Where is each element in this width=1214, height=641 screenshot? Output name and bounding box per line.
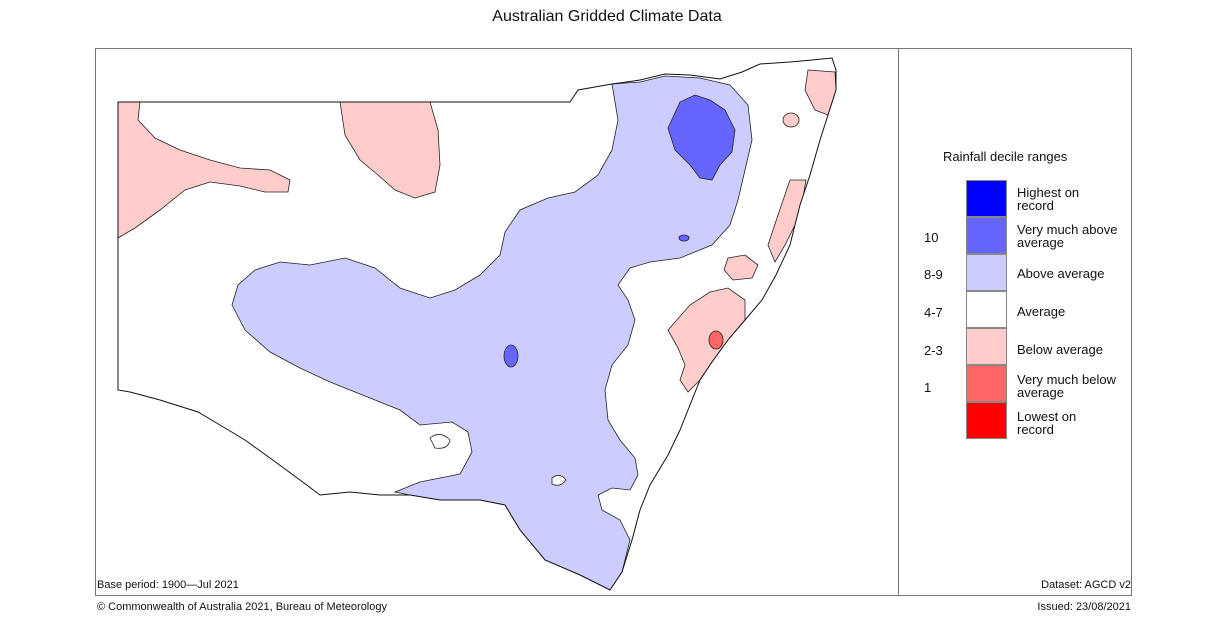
below-average-area	[339, 101, 441, 199]
nsw-border	[117, 57, 837, 591]
legend-label: Highest on record	[1017, 185, 1080, 213]
legend-swatch	[966, 291, 1007, 328]
legend-divider	[898, 48, 899, 596]
legend-swatch	[966, 365, 1007, 402]
very-much-above-average-area	[667, 94, 736, 181]
map-frame	[95, 48, 1132, 596]
rainfall-map	[117, 57, 837, 591]
average-patch	[551, 475, 567, 486]
very-much-above-average-area	[503, 344, 519, 368]
legend-range: 10	[924, 230, 939, 245]
map-title: Australian Gridded Climate Data	[492, 8, 722, 25]
legend-swatch	[966, 180, 1007, 217]
copyright: © Commonwealth of Australia 2021, Bureau…	[97, 601, 387, 613]
base-period: Base period: 1900—Jul 2021	[97, 579, 239, 591]
legend-swatch	[966, 254, 1007, 291]
legend-range: 2-3	[924, 343, 943, 358]
very-much-above-average-area	[678, 234, 690, 242]
legend-label: Very much above average	[1017, 222, 1118, 250]
legend-range: 1	[924, 380, 932, 395]
legend-title: Rainfall decile ranges	[943, 149, 1068, 164]
legend-label: Below average	[1017, 342, 1103, 357]
below-average-area	[723, 254, 759, 281]
average-patch	[429, 434, 451, 449]
legend-label: Above average	[1017, 266, 1105, 281]
legend-range: 4-7	[924, 305, 943, 320]
dataset-label: Dataset: AGCD v2	[1041, 579, 1131, 591]
below-average-area	[782, 112, 800, 128]
legend-swatch	[966, 217, 1007, 254]
very-much-below-average-area	[708, 330, 724, 350]
legend-label: Lowest on record	[1017, 409, 1077, 437]
legend-swatch	[966, 328, 1007, 365]
legend-label: Average	[1017, 304, 1066, 319]
legend-label: Very much below average	[1017, 372, 1116, 400]
issued-date: Issued: 23/08/2021	[1037, 601, 1131, 613]
below-average-area	[767, 179, 807, 263]
below-average-area	[118, 101, 291, 239]
legend-swatch	[966, 402, 1007, 439]
legend-range: 8-9	[924, 267, 943, 282]
